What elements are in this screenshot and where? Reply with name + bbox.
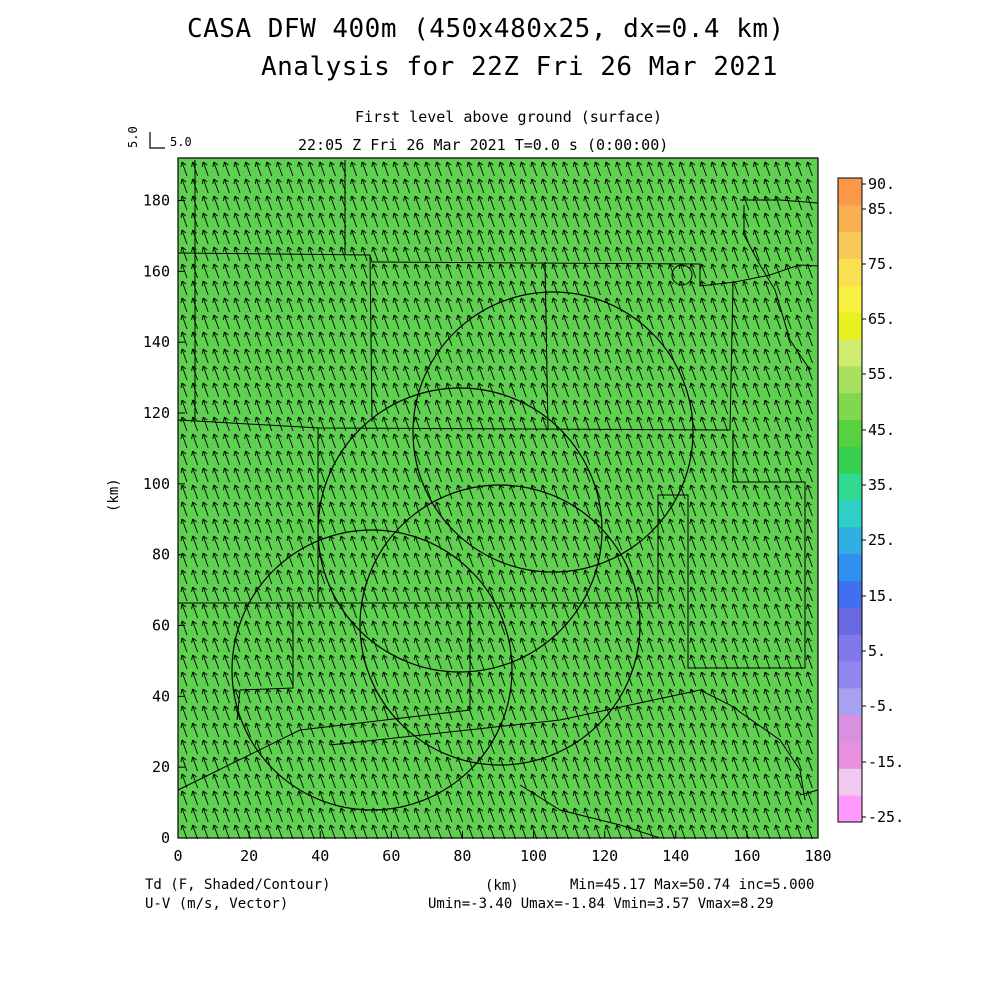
colorbar-label: 65. xyxy=(868,310,895,328)
x-tick-label: 0 xyxy=(173,847,182,865)
footer-stats-1: Min=45.17 Max=50.74 inc=5.000 xyxy=(570,877,815,893)
y-tick-label: 160 xyxy=(143,262,170,280)
colorbar-swatch xyxy=(838,795,862,823)
colorbar-label: 85. xyxy=(868,200,895,218)
colorbar-swatch xyxy=(838,419,862,447)
x-tick-label: 180 xyxy=(804,847,831,865)
colorbar-label: 55. xyxy=(868,365,895,383)
y-tick-label: 20 xyxy=(152,758,170,776)
colorbar-label: 45. xyxy=(868,421,895,439)
colorbar-label: -15. xyxy=(868,753,904,771)
vector-scale-key xyxy=(149,132,165,149)
x-tick-label: 140 xyxy=(662,847,689,865)
colorbar-swatch xyxy=(838,526,862,555)
colorbar-swatch xyxy=(838,258,862,286)
colorbar-swatch xyxy=(838,741,862,769)
footer-field-label: Td (F, Shaded/Contour) xyxy=(145,877,331,893)
colorbar-swatch xyxy=(838,339,862,367)
colorbar-swatch xyxy=(838,661,862,689)
colorbar-swatch xyxy=(838,768,862,796)
colorbar-label: 35. xyxy=(868,476,895,494)
y-axis-ticks: 0 20 40 60 80 100 120 140 160 180 xyxy=(143,192,185,847)
colorbar-label: -5. xyxy=(868,697,895,715)
county-boundaries xyxy=(177,160,819,839)
colorbar-swatch xyxy=(838,392,862,420)
colorbar-swatch xyxy=(838,285,862,313)
colorbar-swatch xyxy=(838,312,862,340)
y-tick-label: 180 xyxy=(143,192,170,210)
y-tick-label: 40 xyxy=(152,687,170,705)
x-tick-label: 80 xyxy=(453,847,471,865)
colorbar-label: 25. xyxy=(868,531,895,549)
colorbar-swatch xyxy=(838,607,862,635)
colorbar-label: 5. xyxy=(868,642,886,660)
y-tick-label: 140 xyxy=(143,333,170,351)
colorbar-swatch xyxy=(838,178,862,206)
x-tick-label: 100 xyxy=(520,847,547,865)
colorbar-label: 15. xyxy=(868,587,895,605)
time-label: 22:05 Z Fri 26 Mar 2021 T=0.0 s (0:00:00… xyxy=(298,136,669,154)
colorbar-swatch xyxy=(838,714,862,742)
plot-frame xyxy=(177,157,819,839)
wind-vectors xyxy=(180,161,813,840)
x-tick-label: 40 xyxy=(311,847,329,865)
x-axis-label: (km) xyxy=(485,878,519,894)
title-line-2: Analysis for 22Z Fri 26 Mar 2021 xyxy=(261,52,778,82)
x-axis-ticks: 0 20 40 60 80 100 120 140 160 180 xyxy=(173,831,832,865)
y-tick-label: 120 xyxy=(143,404,170,422)
colorbar-swatch xyxy=(838,446,862,474)
colorbar-swatch xyxy=(838,687,862,716)
colorbar-swatch xyxy=(838,473,862,501)
y-tick-label: 60 xyxy=(152,617,170,635)
colorbar-frame xyxy=(837,177,863,823)
wind-vector-arrows xyxy=(180,161,813,840)
x-tick-label: 120 xyxy=(591,847,618,865)
footer-stats-2: Umin=-3.40 Umax=-1.84 Vmin=3.57 Vmax=8.2… xyxy=(428,896,774,912)
y-tick-label: 100 xyxy=(143,475,170,493)
x-tick-label: 20 xyxy=(240,847,258,865)
level-label: First level above ground (surface) xyxy=(355,108,663,126)
y-tick-label: 80 xyxy=(152,546,170,564)
colorbar: 90. 85. 75. 65. 55. 45. 35. 25. 15. 5. -5. -15. -25. xyxy=(837,175,904,826)
colorbar-label: 90. xyxy=(868,175,895,193)
footer-vector-label: U-V (m/s, Vector) xyxy=(145,896,289,912)
colorbar-swatch xyxy=(838,634,862,662)
colorbar-swatch xyxy=(838,580,862,608)
colorbar-label: 75. xyxy=(868,255,895,273)
colorbar-swatch xyxy=(838,204,862,233)
colorbar-label: -25. xyxy=(868,808,904,826)
y-tick-label: 0 xyxy=(161,829,170,847)
x-tick-label: 60 xyxy=(382,847,400,865)
x-tick-label: 160 xyxy=(733,847,760,865)
colorbar-swatch xyxy=(838,500,862,528)
vector-scale-label: 5.0 xyxy=(170,135,192,149)
colorbar-swatch xyxy=(838,553,862,581)
title-line-1: CASA DFW 400m (450x480x25, dx=0.4 km) xyxy=(187,14,785,44)
colorbar-swatch xyxy=(838,231,862,259)
colorbar-swatch xyxy=(838,365,862,394)
dewpoint-field xyxy=(178,158,818,838)
radar-range-rings xyxy=(231,291,694,811)
